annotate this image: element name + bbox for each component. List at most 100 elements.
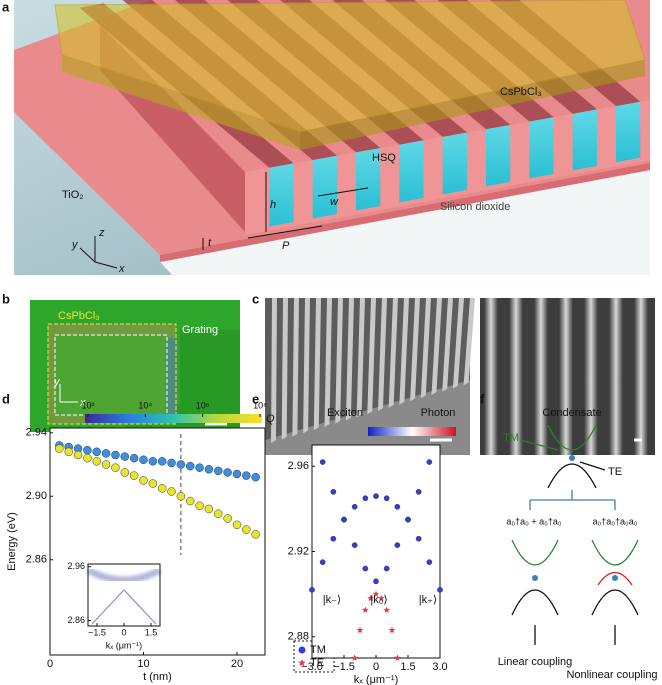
- point: [383, 495, 390, 502]
- point: [185, 496, 195, 506]
- condensate-dot: [612, 575, 618, 581]
- sem-ridge: [388, 298, 398, 408]
- slab-front: [300, 60, 645, 150]
- colorbar-label: Exciton: [327, 407, 363, 419]
- x-tick-label: −3.0: [301, 661, 323, 673]
- arrow: [519, 439, 559, 451]
- label: HSQ: [372, 152, 396, 164]
- point: [148, 457, 158, 466]
- legend-label: TM: [310, 644, 326, 656]
- colorbar-tick-label: 10⁴: [138, 400, 152, 410]
- panel-label: c: [252, 291, 259, 306]
- hsq-fill: [399, 140, 424, 203]
- point: [394, 542, 401, 548]
- inset-band: [91, 589, 157, 625]
- point: [319, 459, 326, 465]
- point: [309, 586, 315, 593]
- legend-marker: [298, 659, 306, 667]
- label: P: [282, 240, 290, 252]
- point: [101, 449, 111, 458]
- label: a₀†a₀†a₀a₀: [593, 516, 638, 526]
- point: [129, 471, 139, 480]
- sem-ridge: [303, 298, 310, 434]
- point: [415, 489, 422, 495]
- axes-frame: [87, 563, 161, 627]
- point: [351, 542, 358, 548]
- colorbar-tick-label: 10²: [81, 400, 94, 410]
- substrate: [160, 170, 650, 275]
- point: [330, 535, 337, 542]
- outline: [47, 323, 177, 425]
- x-tick-label: 20: [231, 658, 243, 670]
- label: a₀†a₀ + a₀†a₀: [506, 516, 561, 526]
- point: [426, 559, 433, 566]
- point: [214, 509, 223, 518]
- point: [362, 565, 369, 572]
- point: [167, 458, 176, 468]
- axis-x: [94, 261, 118, 269]
- sem-ridge: [356, 298, 365, 418]
- point: [92, 457, 101, 466]
- x-tick-label: 0: [121, 627, 126, 637]
- point: [330, 489, 337, 495]
- hsq-fill: [615, 101, 641, 163]
- hsq-fill: [269, 163, 294, 227]
- point: [426, 459, 433, 465]
- plot-area: [312, 445, 440, 658]
- point: [185, 461, 195, 471]
- x-tick-label: 1.5: [400, 661, 415, 673]
- x-axis-label: t (nm): [143, 671, 172, 683]
- dim-p: [247, 225, 323, 239]
- point: [139, 476, 148, 485]
- point: [111, 450, 120, 460]
- y-tick-label: 2.90: [26, 490, 47, 502]
- point: [383, 606, 390, 613]
- point: [383, 565, 390, 572]
- point: [242, 471, 251, 480]
- label: CsPbCl₃: [58, 310, 100, 322]
- colorbar-label: Photon: [421, 407, 456, 419]
- sem-column: [584, 298, 598, 455]
- x-axis-label: kₓ (μm⁻¹): [354, 674, 398, 685]
- point: [223, 514, 232, 523]
- point: [341, 516, 347, 523]
- point: [129, 453, 139, 463]
- hsq-fill: [312, 155, 337, 219]
- panel-label: d: [2, 391, 10, 406]
- point: [223, 468, 232, 477]
- label: Silicon dioxide: [440, 201, 510, 213]
- film-edge: [160, 163, 650, 262]
- sem-images: [265, 298, 655, 455]
- panel-label: b: [2, 291, 10, 306]
- sem-ridge: [463, 298, 475, 386]
- point: [83, 453, 92, 463]
- schematic: CsPbCl₃ HSQ TiO₂ Silicon dioxide h w P t…: [14, 0, 650, 275]
- x-tick-label: −1.5: [88, 627, 106, 637]
- hsq-fill: [529, 117, 554, 179]
- label: w: [330, 196, 339, 208]
- inset-band: [86, 566, 162, 584]
- condensate-dot: [532, 575, 538, 581]
- y-tick-label: 2.96: [67, 561, 85, 571]
- y-tick-label: 2.92: [288, 545, 309, 557]
- point: [437, 586, 443, 593]
- point: [101, 460, 111, 469]
- point: [195, 501, 204, 511]
- label: x: [118, 263, 125, 275]
- colorbar-tick-label: 10⁸: [253, 400, 267, 410]
- upper-band: [511, 539, 559, 566]
- x-tick-label: −1.5: [333, 661, 355, 673]
- lower-band: [511, 589, 559, 616]
- point: [367, 594, 374, 602]
- point: [242, 525, 251, 534]
- point: [372, 590, 380, 597]
- point: [388, 626, 396, 634]
- label: x: [79, 397, 86, 409]
- point: [251, 530, 260, 539]
- arrow: [534, 625, 616, 645]
- colorbar-tick-label: 10⁶: [196, 400, 210, 410]
- y-tick-label: 2.86: [67, 615, 85, 625]
- y-tick-label: 2.94: [26, 427, 47, 439]
